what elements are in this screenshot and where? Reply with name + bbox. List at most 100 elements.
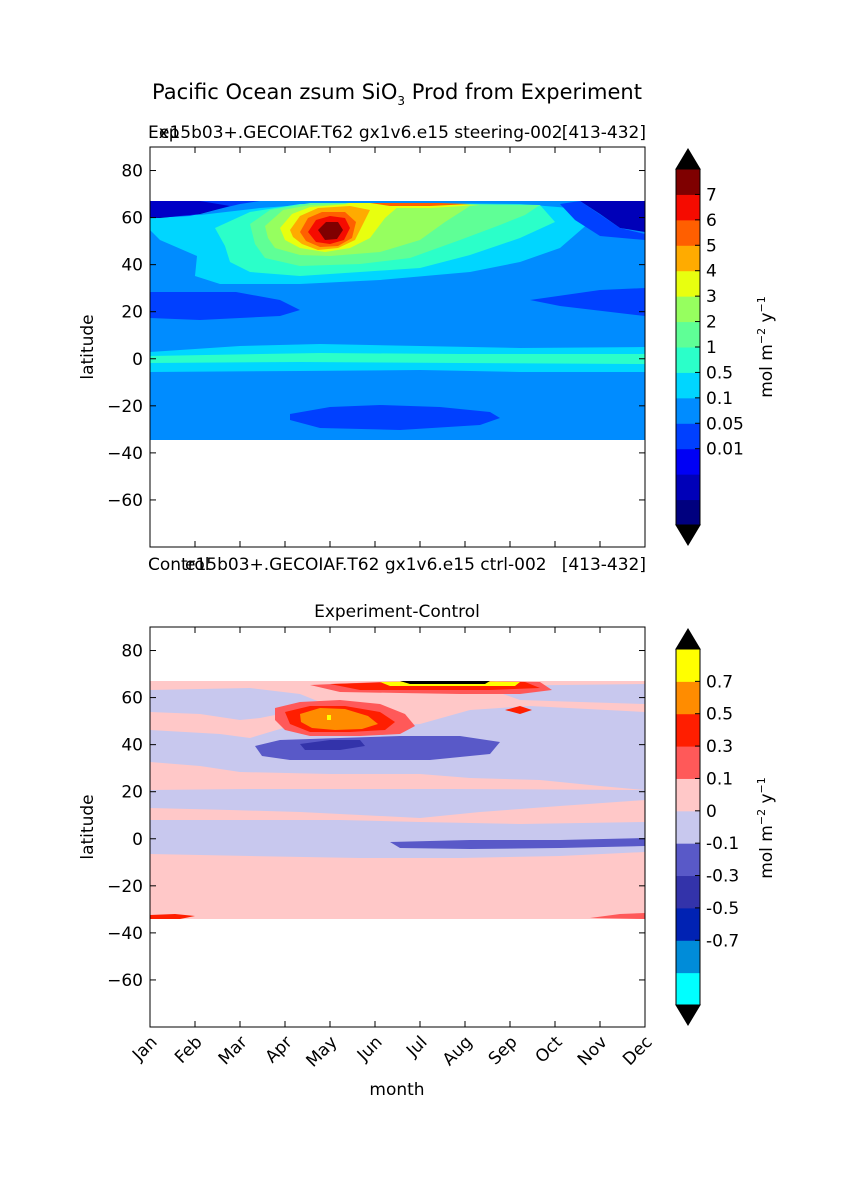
colorbar-segment	[676, 649, 700, 682]
field-rim-west-2	[150, 201, 260, 218]
colorbar-extend-max	[675, 628, 701, 650]
y-tick-label: −60	[107, 971, 143, 991]
colorbar-tick-label: -0.1	[706, 834, 739, 854]
colorbar-tick-label: 3	[706, 287, 717, 307]
colorbar-tick-label: 5	[706, 236, 717, 256]
colorbar-extend-min	[675, 1004, 701, 1026]
colorbar-difference: 0.7 0.5 0.3 0.1 0 -0.1 -0.3 -0.5 -0.7	[675, 628, 739, 1026]
colorbar-tick-label: -0.5	[706, 899, 739, 919]
colorbar-tick-label: 2	[706, 313, 717, 333]
x-tick-label: Jul	[402, 1032, 431, 1061]
y-tick-label: −40	[107, 444, 143, 464]
colorbar-label-unit-sup: −1	[755, 777, 768, 793]
colorbar-segment	[676, 810, 700, 844]
y-tick-label: 80	[121, 162, 143, 182]
colorbar-tick-label: 0.5	[706, 363, 733, 383]
diff-south-pos-east	[590, 913, 645, 919]
colorbar-label-difference: mol m−2 y−1	[755, 777, 777, 879]
colorbar-tick-label: 7	[706, 185, 717, 205]
colorbar-label-experiment: mol m−2 y−1	[755, 296, 777, 398]
y-tick-label: 80	[121, 642, 143, 662]
colorbar-label-main: mol m	[757, 825, 777, 879]
y-tick-label: 60	[121, 209, 143, 229]
colorbar-segment	[676, 347, 700, 373]
field-north-max	[318, 222, 343, 240]
panel-label-mid-experiment: e15b03+.GECOIAF.T62 gx1v6.e15 steering-0…	[159, 123, 563, 143]
colorbar-segment	[676, 474, 700, 501]
colorbar-tick-label: -0.7	[706, 931, 739, 951]
panel-difference: Experiment-Control	[78, 602, 777, 1100]
x-tick-label: Nov	[574, 1032, 612, 1070]
panel-label-right-control: [413-432]	[562, 555, 646, 575]
colorbar-segment	[676, 194, 700, 221]
diff-pos-max	[327, 715, 331, 720]
y-tick-label: −20	[107, 397, 143, 417]
x-tick-label: Aug	[439, 1032, 477, 1070]
colorbar-tick-label: 1	[706, 338, 717, 358]
colorbar-segment	[676, 321, 700, 348]
diff-neg-band-subtrop	[150, 789, 645, 818]
diff-south-pos-west	[150, 914, 195, 919]
colorbar-segment	[676, 681, 700, 715]
plot-frame-difference	[149, 626, 646, 1028]
heatmap-experiment	[150, 201, 645, 440]
colorbar-extend-min	[675, 524, 701, 546]
figure-title-rest: Prod from Experiment	[405, 80, 642, 104]
y-tick-label: 20	[121, 783, 143, 803]
colorbar-segment	[676, 245, 700, 272]
colorbar-label-unit: y	[757, 793, 777, 808]
colorbar-frame	[675, 648, 701, 1006]
y-axis-label-difference: latitude	[78, 794, 98, 859]
colorbar-tick-label: -0.3	[706, 867, 739, 887]
field-ssub-low	[290, 405, 500, 430]
panel-label-left-experiment: Exp	[148, 123, 180, 143]
y-tick-label: 60	[121, 689, 143, 709]
figure-title-subscript: 3	[397, 94, 405, 108]
y-tick-label: −40	[107, 924, 143, 944]
colorbar-tick-label: 0.7	[706, 672, 733, 692]
field-hl-strip-2	[370, 203, 470, 206]
x-tick-label: May	[303, 1032, 342, 1071]
panel-experiment: 80 60 40 20 0 −20 −40 −60 latitude Exp e15b03+.…	[78, 123, 777, 575]
y-tick-label: 0	[132, 350, 143, 370]
y-axis-difference: 80 60 40 20 0 −20 −40 −60	[107, 642, 645, 991]
colorbar-segment	[676, 448, 700, 475]
figure-title: Pacific Ocean zsum SiO3 Prod from Experi…	[152, 80, 642, 108]
y-tick-label: 20	[121, 303, 143, 323]
colorbar-tick-label: 0	[706, 802, 717, 822]
x-tick-label: Jun	[353, 1032, 387, 1066]
diff-neg-03-midlat	[300, 740, 365, 750]
y-tick-label: 40	[121, 256, 143, 276]
y-tick-label: −60	[107, 491, 143, 511]
colorbar-segment	[676, 169, 700, 195]
colorbar-tick-label: 0.01	[706, 440, 744, 460]
colorbar-segment	[676, 746, 700, 779]
colorbar-tick-label: 0.1	[706, 769, 733, 789]
y-axis-label-experiment: latitude	[78, 314, 98, 379]
colorbar-segment	[676, 972, 700, 1006]
colorbar-label-main: mol m	[757, 344, 777, 398]
y-tick-label: 40	[121, 736, 143, 756]
figure-title-main: Pacific Ocean zsum SiO	[152, 80, 397, 104]
colorbar-tick-label: 0.5	[706, 705, 733, 725]
x-tick-label: Oct	[532, 1032, 567, 1067]
x-axis-label-difference: month	[369, 1080, 424, 1100]
colorbar-segment	[676, 219, 700, 246]
colorbar-segment	[676, 843, 700, 877]
colorbar-label-sup: −2	[755, 328, 768, 344]
colorbar-segment	[676, 423, 700, 450]
diff-neg-band-trop	[150, 820, 645, 858]
x-tick-label: Apr	[262, 1032, 297, 1067]
colorbar-label-unit-sup: −1	[755, 296, 768, 312]
panel-label-left-control: Control	[148, 555, 209, 575]
colorbar-segment	[676, 875, 700, 909]
colorbar-extend-max	[675, 148, 701, 170]
colorbar-label-sup: −2	[755, 809, 768, 825]
panel-label-mid-control: e15b03+.GECOIAF.T62 gx1v6.e15 ctrl-002	[185, 555, 547, 575]
colorbar-segment	[676, 778, 700, 812]
colorbar-segment	[676, 907, 700, 941]
colorbar-segment	[676, 372, 700, 399]
diff-pos-small-east	[505, 706, 532, 714]
heatmap-difference	[150, 681, 645, 919]
x-tick-label: Sep	[485, 1032, 522, 1069]
